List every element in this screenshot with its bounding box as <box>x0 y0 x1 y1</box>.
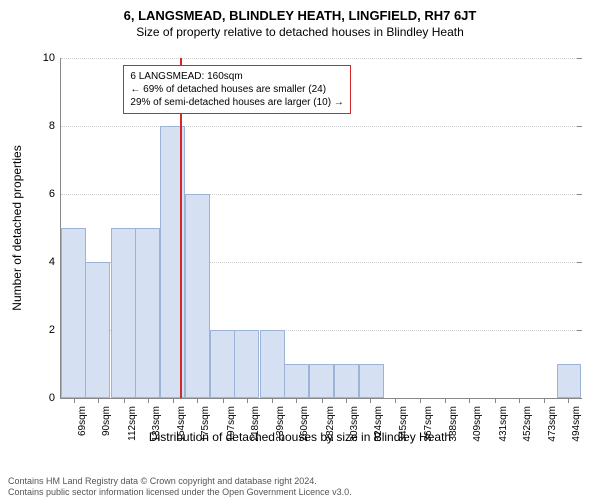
grid-line <box>61 194 581 195</box>
x-tick-mark <box>296 398 297 403</box>
histogram-bar <box>334 364 359 398</box>
x-tick-mark <box>445 398 446 403</box>
x-tick-mark <box>98 398 99 403</box>
x-tick-mark <box>223 398 224 403</box>
chart-title-sub: Size of property relative to detached ho… <box>0 25 600 39</box>
plot-area: 024681069sqm90sqm112sqm133sqm154sqm175sq… <box>60 58 581 399</box>
y-tick-mark <box>577 330 582 331</box>
x-tick-mark <box>74 398 75 403</box>
histogram-bar <box>557 364 582 398</box>
annotation-box: 6 LANGSMEAD: 160sqm← 69% of detached hou… <box>123 65 350 114</box>
x-tick-mark <box>346 398 347 403</box>
x-tick-mark <box>247 398 248 403</box>
property-size-chart: 6, LANGSMEAD, BLINDLEY HEATH, LINGFIELD,… <box>0 8 600 468</box>
y-tick-label: 6 <box>49 188 61 200</box>
y-tick-label: 10 <box>43 52 61 64</box>
x-tick-mark <box>495 398 496 403</box>
x-tick-mark <box>124 398 125 403</box>
histogram-bar <box>309 364 334 398</box>
x-axis-label: Distribution of detached houses by size … <box>0 430 600 444</box>
histogram-bar <box>284 364 309 398</box>
histogram-bar <box>135 228 160 398</box>
chart-title-main: 6, LANGSMEAD, BLINDLEY HEATH, LINGFIELD,… <box>0 8 600 23</box>
annotation-line: 29% of semi-detached houses are larger (… <box>130 96 343 109</box>
footer-attribution: Contains HM Land Registry data © Crown c… <box>8 476 352 498</box>
histogram-bar <box>359 364 384 398</box>
x-tick-mark <box>395 398 396 403</box>
histogram-bar <box>111 228 136 398</box>
x-tick-mark <box>173 398 174 403</box>
x-tick-mark <box>322 398 323 403</box>
grid-line <box>61 58 581 59</box>
histogram-bar <box>185 194 210 398</box>
histogram-bar <box>61 228 86 398</box>
x-tick-mark <box>272 398 273 403</box>
footer-line-2: Contains public sector information licen… <box>8 487 352 498</box>
y-tick-label: 2 <box>49 324 61 336</box>
y-tick-mark <box>577 194 582 195</box>
annotation-line: 6 LANGSMEAD: 160sqm <box>130 70 343 83</box>
x-tick-mark <box>469 398 470 403</box>
x-tick-mark <box>370 398 371 403</box>
histogram-bar <box>260 330 285 398</box>
x-tick-mark <box>197 398 198 403</box>
y-tick-label: 0 <box>49 392 61 404</box>
x-tick-mark <box>544 398 545 403</box>
x-tick-mark <box>148 398 149 403</box>
y-tick-mark <box>577 398 582 399</box>
y-axis-label: Number of detached properties <box>10 145 24 310</box>
histogram-bar <box>210 330 235 398</box>
y-tick-label: 4 <box>49 256 61 268</box>
y-tick-label: 8 <box>49 120 61 132</box>
y-tick-mark <box>577 262 582 263</box>
x-tick-mark <box>519 398 520 403</box>
histogram-bar <box>85 262 110 398</box>
y-tick-mark <box>577 126 582 127</box>
x-tick-mark <box>420 398 421 403</box>
footer-line-1: Contains HM Land Registry data © Crown c… <box>8 476 352 487</box>
y-tick-mark <box>577 58 582 59</box>
histogram-bar <box>234 330 259 398</box>
annotation-line: ← 69% of detached houses are smaller (24… <box>130 83 343 96</box>
x-tick-mark <box>568 398 569 403</box>
grid-line <box>61 126 581 127</box>
